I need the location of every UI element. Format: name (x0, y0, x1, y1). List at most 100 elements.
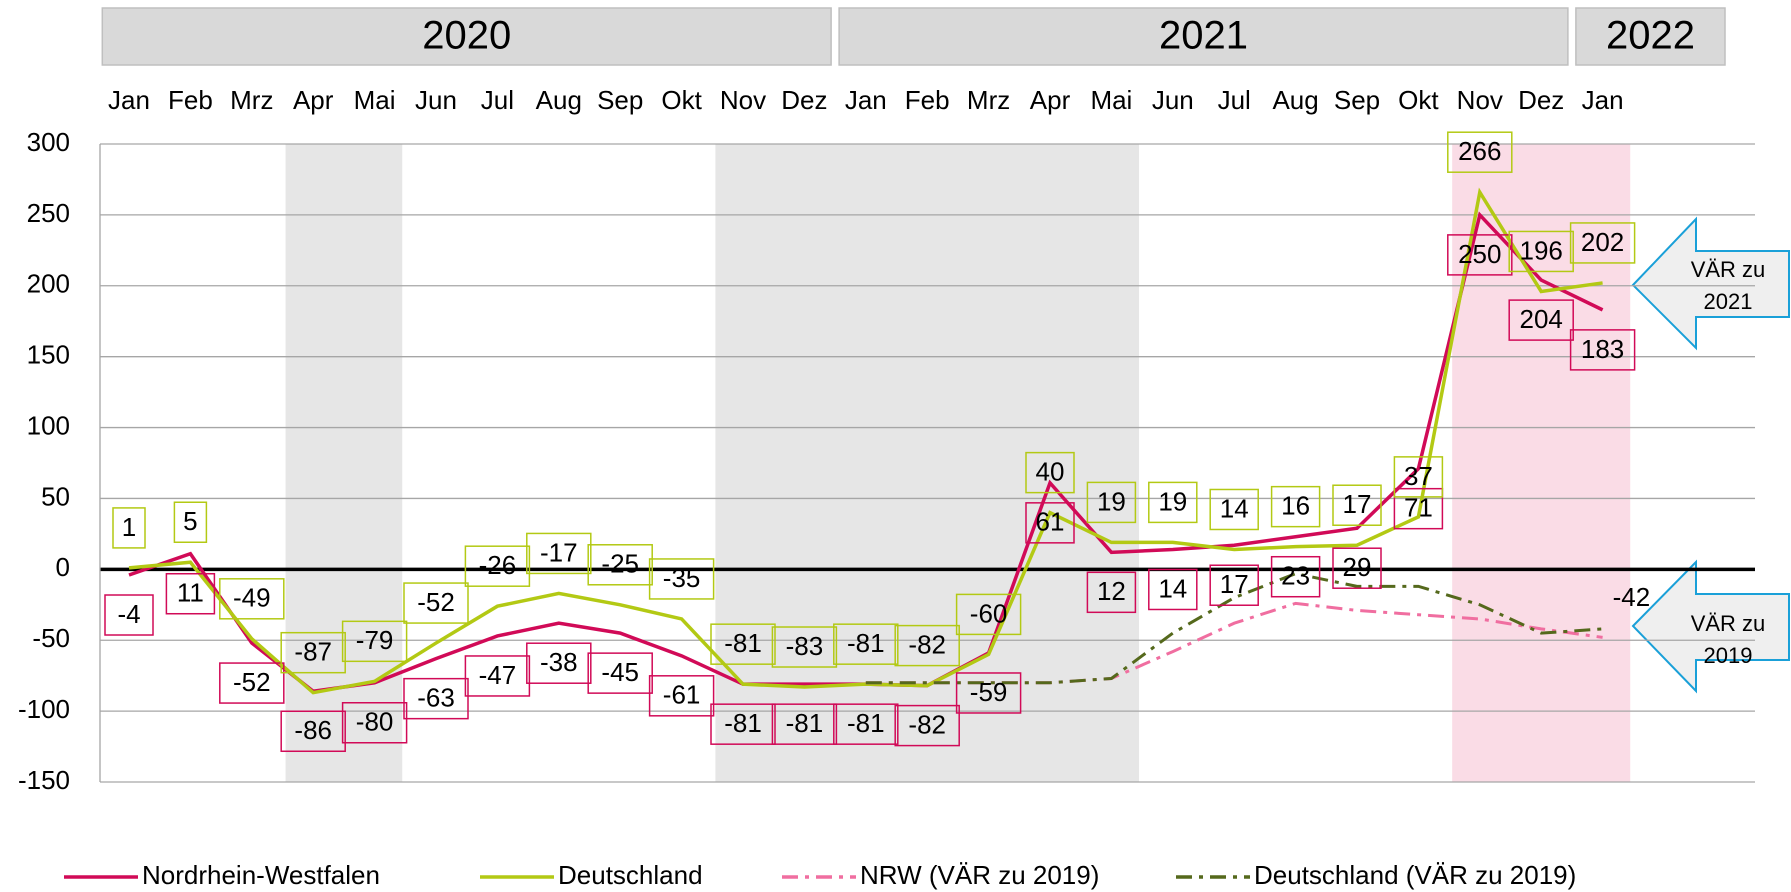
x-tick-label: Okt (661, 85, 702, 115)
data-label-box (1332, 484, 1382, 526)
data-label: 29 (1343, 552, 1372, 582)
arrow (1631, 216, 1790, 351)
x-tick-label: Jan (108, 85, 150, 115)
annotation: VÄR zu 2021 (1690, 256, 1766, 314)
x-tick-label: Feb (168, 85, 213, 115)
year-band (101, 7, 832, 66)
data-label: -26 (479, 550, 517, 580)
legend-label: NRW (VÄR zu 2019) (860, 860, 1099, 890)
data-label-box (771, 703, 838, 745)
data-label-box (219, 662, 285, 704)
y-tick-label: 150 (27, 340, 70, 370)
data-label-box (280, 710, 346, 753)
data-label-box (833, 623, 899, 665)
year-band (1575, 7, 1726, 66)
data-label-box (1447, 234, 1513, 276)
year-label: 2022 (1606, 14, 1695, 58)
data-label: -61 (663, 680, 701, 710)
data-label-box (771, 626, 838, 668)
data-label: -35 (663, 563, 701, 593)
x-tick-label: Jun (1152, 85, 1194, 115)
data-label-box (1086, 481, 1137, 524)
x-tick-label: Apr (1030, 85, 1071, 115)
y-tick-label: 0 (56, 552, 70, 582)
data-label-box (587, 652, 653, 694)
data-label: 37 (1404, 461, 1433, 491)
shaded-range (715, 144, 1140, 782)
data-label-box (464, 545, 531, 587)
data-label: -52 (233, 667, 271, 697)
data-label-box (1569, 222, 1636, 264)
data-label-box (280, 631, 346, 674)
x-tick-label: Jan (1582, 85, 1624, 115)
data-label: -4 (117, 599, 140, 629)
data-label-box (955, 672, 1022, 714)
data-label-box (219, 578, 285, 620)
data-label-box (341, 620, 408, 663)
y-tick-label: 200 (27, 269, 70, 299)
data-label: 12 (1097, 576, 1126, 606)
data-label: -59 (970, 677, 1008, 707)
y-tick-label: 250 (27, 198, 70, 228)
data-label: -81 (847, 628, 885, 658)
data-label: -17 (540, 537, 578, 567)
data-label-box (894, 624, 960, 667)
data-label-box (1393, 487, 1444, 530)
legend-label: Deutschland (VÄR zu 2019) (1254, 860, 1576, 890)
data-label: -49 (233, 583, 271, 613)
data-label: 14 (1158, 573, 1187, 603)
x-tick-label: Dez (781, 85, 827, 115)
data-label-box (464, 655, 531, 697)
x-tick-label: Jan (845, 85, 887, 115)
data-label: -80 (356, 707, 394, 737)
x-tick-label: Sep (1334, 85, 1380, 115)
data-label-box (1086, 571, 1137, 614)
data-label-box (526, 642, 592, 684)
x-tick-label: Okt (1398, 85, 1439, 115)
x-tick-label: Sep (597, 85, 643, 115)
data-label-box (165, 572, 216, 615)
data-label-box (403, 677, 469, 720)
data-label-box (1393, 456, 1444, 498)
x-tick-label: Mai (1090, 85, 1132, 115)
data-label: 19 (1097, 486, 1126, 516)
data-label: 14 (1220, 493, 1249, 523)
data-label: -86 (294, 715, 332, 745)
data-label: 19 (1158, 486, 1187, 516)
y-tick-label: 100 (27, 410, 70, 440)
y-tick-label: -50 (32, 623, 70, 653)
data-label-box (1332, 547, 1382, 589)
background (285, 144, 1631, 782)
data-label-box (648, 558, 715, 600)
x-tick-label: Jun (415, 85, 457, 115)
data-label-box (1209, 564, 1259, 606)
data-label: 17 (1220, 569, 1249, 599)
data-label: 183 (1581, 334, 1624, 364)
x-tick-label: Aug (1272, 85, 1318, 115)
data-label: -82 (908, 629, 946, 659)
data-label-box (341, 702, 408, 744)
data-label: -81 (847, 708, 885, 738)
data-label: 202 (1581, 227, 1624, 257)
data-label-box (173, 501, 208, 543)
data-label: -81 (786, 708, 824, 738)
legend-label: Nordrhein-Westfalen (142, 860, 380, 890)
x-tick-label: Dez (1518, 85, 1564, 115)
data-label: -45 (601, 657, 639, 687)
data-label-box (1209, 488, 1259, 531)
x-tick-label: Jul (481, 85, 514, 115)
data-label: 266 (1458, 136, 1501, 166)
data-label-box (710, 623, 776, 665)
data-label-box (648, 675, 715, 717)
annotation: VÄR zu 2019 (1690, 611, 1766, 669)
data-label-box (710, 703, 776, 745)
data-label-box (1508, 230, 1574, 273)
data-label: -82 (908, 709, 946, 739)
data-label: -81 (724, 708, 762, 738)
data-label-box (403, 582, 469, 624)
data-label-box (587, 544, 653, 586)
arrow (1631, 559, 1790, 694)
data-label: 196 (1520, 235, 1563, 265)
